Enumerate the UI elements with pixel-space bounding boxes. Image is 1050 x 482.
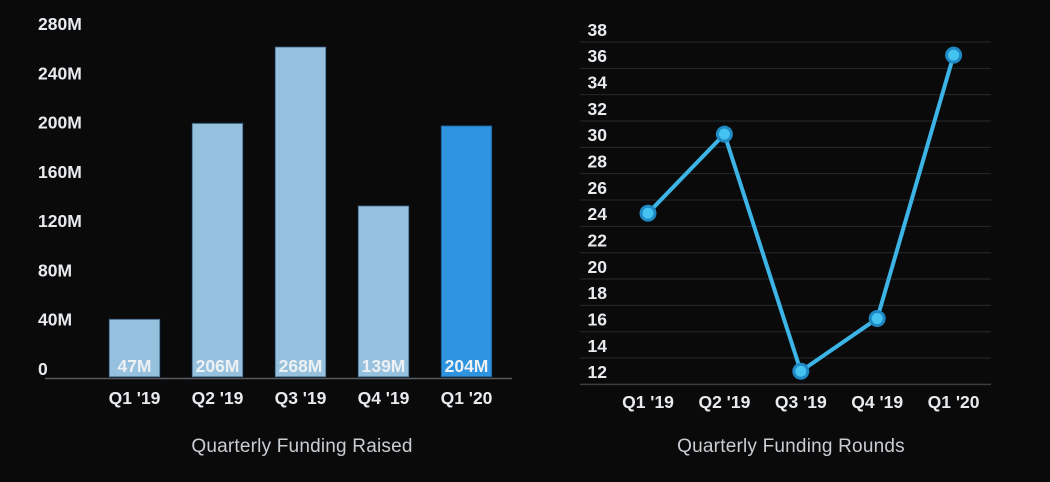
line-y-tick-label: 16 [588, 310, 608, 330]
line-chart-canvas: 38 36 34 32 30 28 26 24 22 20 18 16 14 12 Q1 '19 Q2 '19… [580, 20, 991, 412]
line-x-tick-label: Q4 '19 [851, 392, 903, 412]
bar-chart-canvas: 280M 240M 200M 160M 120M 80M 40M 0 47M Q1 '19 206M… [38, 14, 512, 408]
line-y-tick-label: 18 [588, 283, 608, 303]
data-point-marker [871, 313, 883, 325]
bar-x-tick-label: Q1 '19 [109, 388, 161, 408]
line-y-tick-label: 38 [588, 20, 608, 40]
bar-y-tick-label: 120M [38, 211, 82, 231]
line-series-path [646, 53, 956, 374]
bar-y-tick-label: 200M [38, 113, 82, 133]
line-y-tick-label: 24 [588, 204, 608, 224]
bar-y-tick-label: 240M [38, 63, 82, 83]
line-x-tick-label: Q2 '19 [698, 392, 750, 412]
bar-value-label: 206M [196, 356, 240, 376]
data-point-marker [718, 128, 730, 140]
bar [191, 122, 244, 378]
bar-y-tick-label: 0 [38, 359, 48, 379]
line-y-tick-label: 14 [588, 336, 608, 356]
bar-x-tick-label: Q2 '19 [192, 388, 244, 408]
bar-highlighted [440, 124, 493, 378]
bar-y-tick-label: 280M [38, 14, 82, 34]
data-point-marker [948, 49, 960, 61]
line-y-tick-label: 12 [588, 362, 608, 382]
bar [357, 204, 410, 378]
bar-chart-title: Quarterly Funding Raised [191, 436, 413, 457]
quarterly-funding-rounds-chart: 38 36 34 32 30 28 26 24 22 20 18 16 14 12 Q1 '19 Q2 '19… [555, 0, 1050, 482]
line-y-tick-label: 28 [588, 152, 608, 172]
bar-x-tick-label: Q1 '20 [441, 388, 493, 408]
bar-value-label: 139M [362, 356, 406, 376]
bar-value-label: 204M [445, 356, 489, 376]
data-point-marker [642, 207, 654, 219]
line-y-tick-label: 34 [588, 72, 608, 92]
bar-y-tick-label: 40M [38, 310, 72, 330]
line-chart-title: Quarterly Funding Rounds [677, 436, 905, 457]
line-y-tick-label: 36 [588, 46, 608, 66]
line-y-tick-label: 30 [588, 125, 608, 145]
line-y-tick-label: 22 [588, 231, 608, 251]
bar-x-tick-label: Q4 '19 [358, 388, 410, 408]
data-point-marker [795, 365, 807, 377]
line-y-tick-label: 26 [588, 178, 608, 198]
line-x-tick-label: Q3 '19 [775, 392, 827, 412]
line-x-tick-label: Q1 '19 [622, 392, 674, 412]
bar [274, 46, 327, 378]
bar-y-tick-label: 160M [38, 162, 82, 182]
bar-value-label: 47M [117, 356, 151, 376]
bar-value-label: 268M [279, 356, 323, 376]
line-y-tick-label: 32 [588, 99, 608, 119]
line-x-tick-label: Q1 '20 [928, 392, 980, 412]
line-y-tick-label: 20 [588, 257, 608, 277]
bar-y-tick-label: 80M [38, 260, 72, 280]
bar [108, 318, 161, 378]
quarterly-funding-raised-chart: 280M 240M 200M 160M 120M 80M 40M 0 47M Q1 '19 206M… [38, 14, 512, 408]
bar-x-tick-label: Q3 '19 [275, 388, 327, 408]
